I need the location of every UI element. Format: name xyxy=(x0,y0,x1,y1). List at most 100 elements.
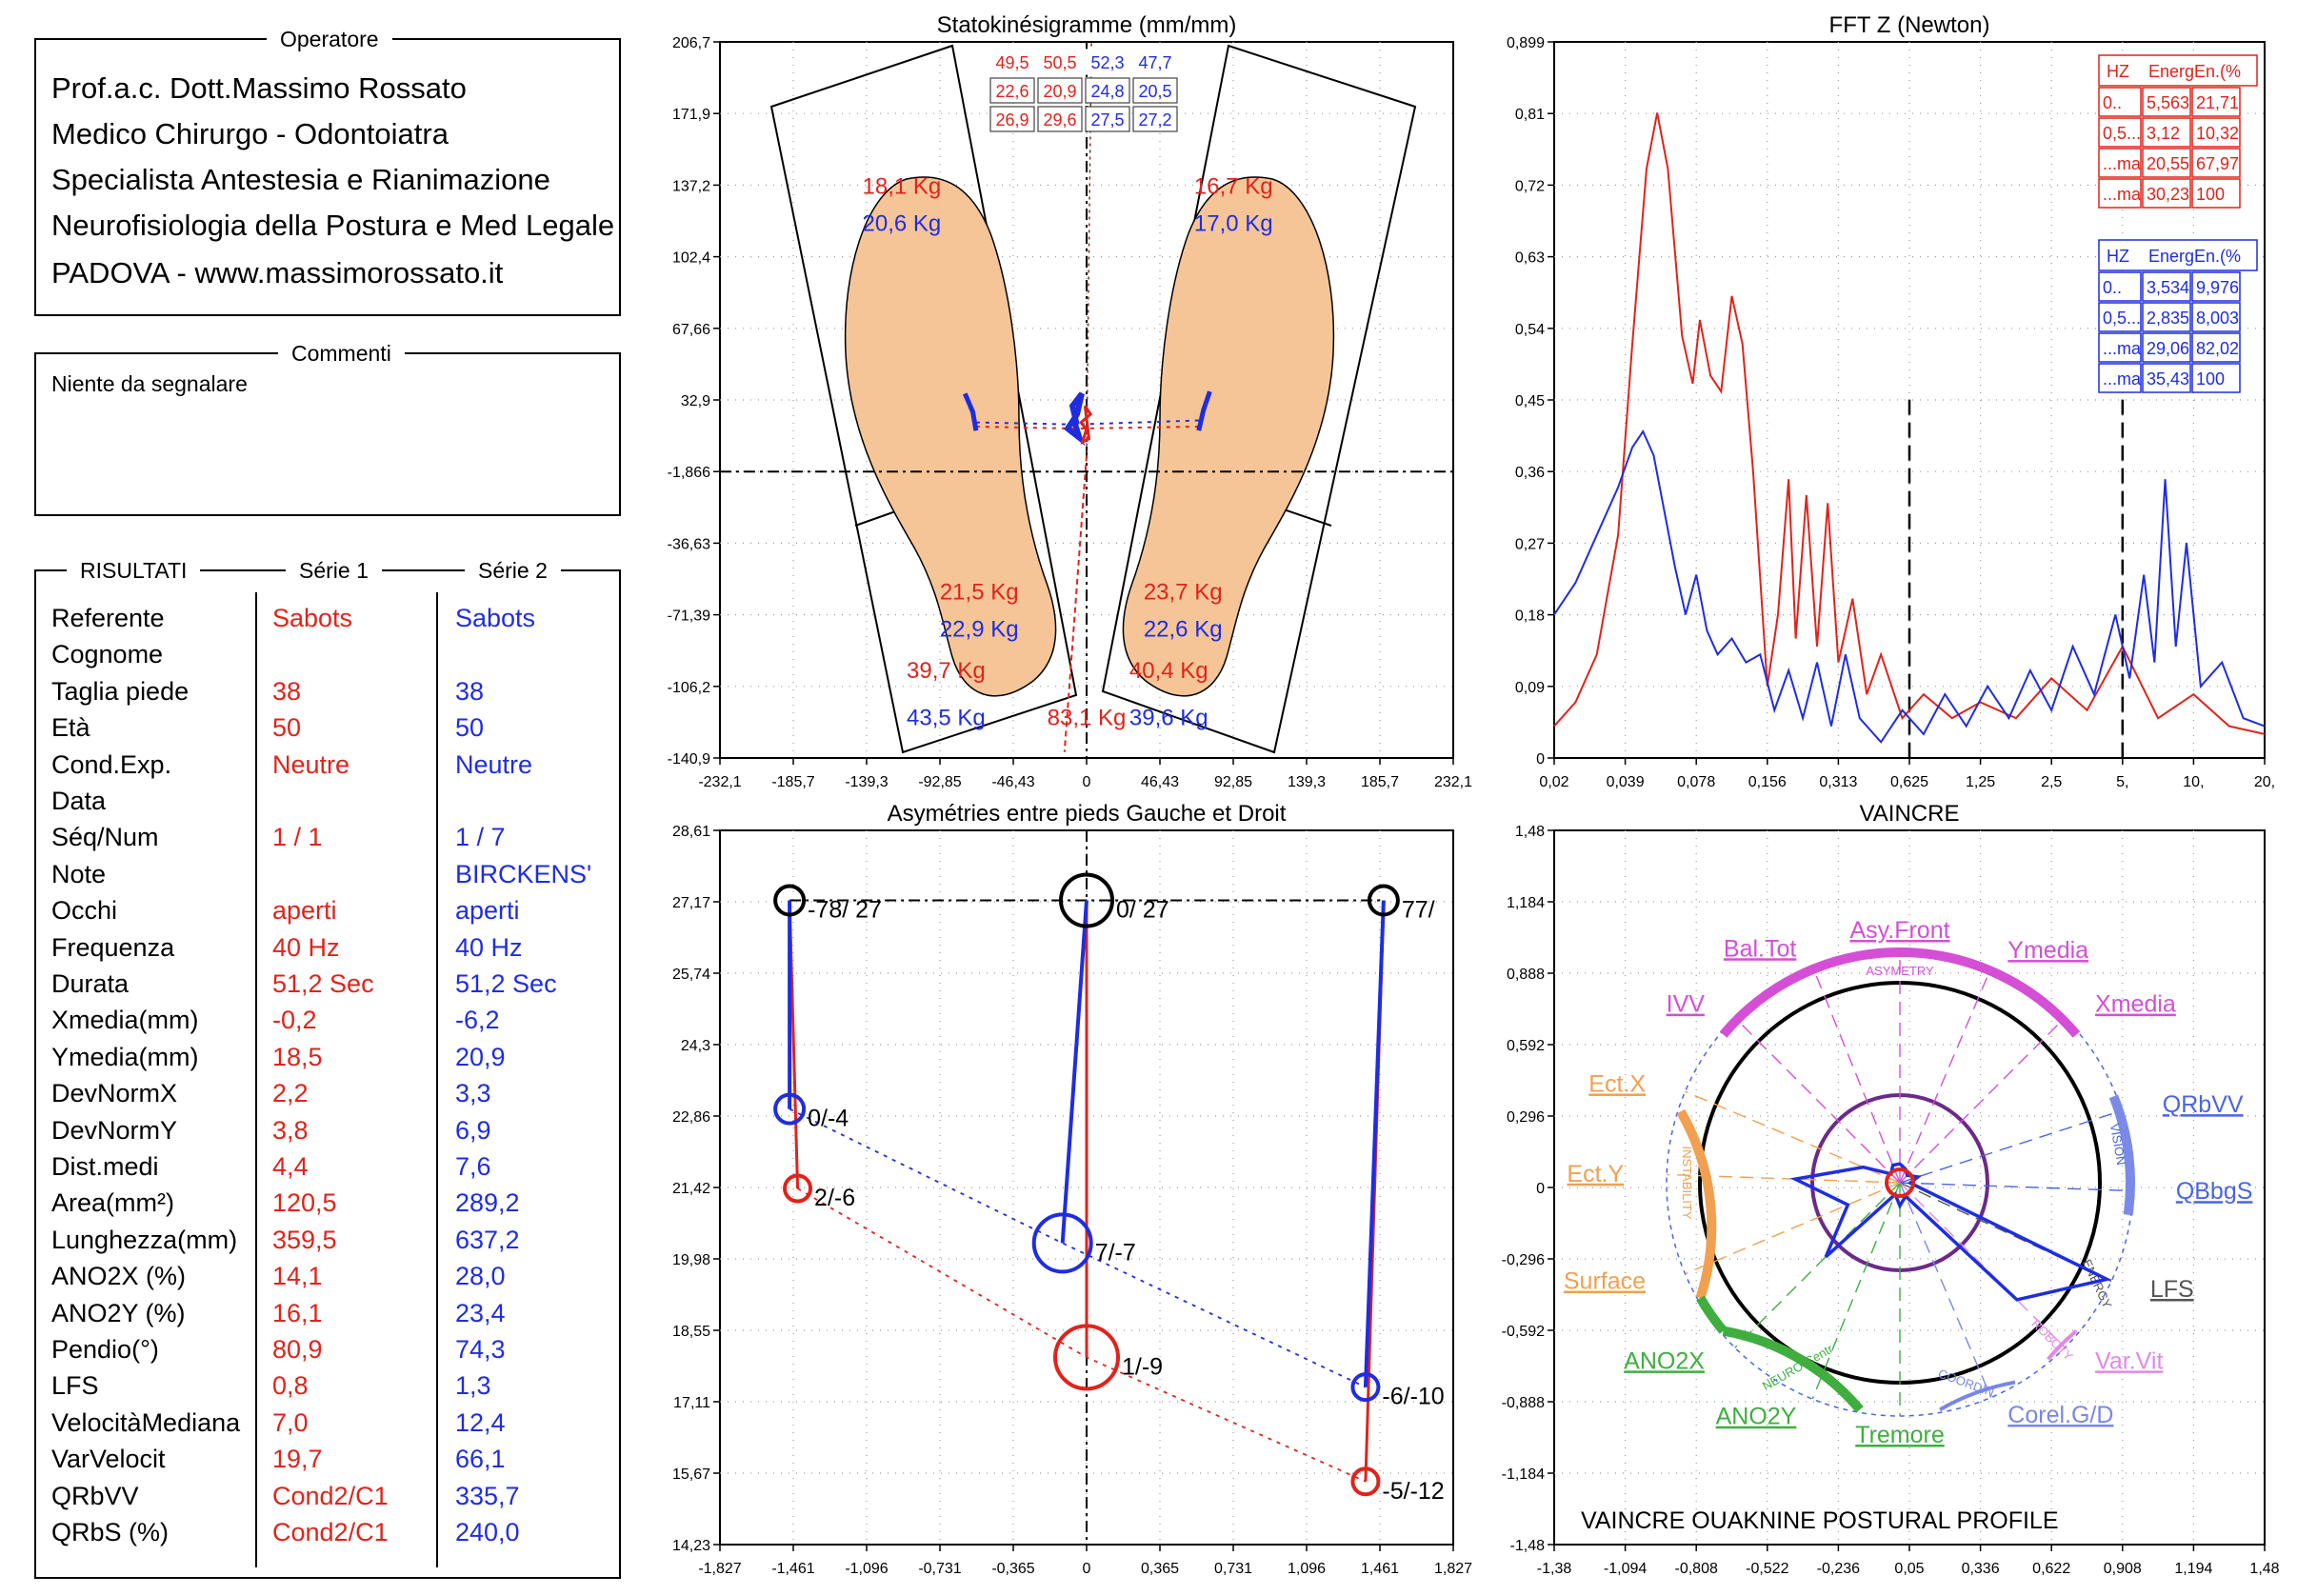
results-label: QRbVV xyxy=(51,1481,139,1510)
energy-table-cell xyxy=(2098,148,2142,178)
results-row: ANO2X (%) 14,1 28,0 xyxy=(36,1260,619,1296)
vaincre-x-tick-label: -1,094 xyxy=(1604,1561,1647,1577)
energy-table-cell xyxy=(2098,363,2142,393)
results-row: Durata 51,2 Sec 51,2 Sec xyxy=(36,968,619,1004)
vaincre-x-tick-label: -0,522 xyxy=(1746,1561,1788,1577)
asym-x-tick-label: 0,365 xyxy=(1141,1561,1179,1577)
results-series2-value: 50 xyxy=(455,713,485,743)
asym-point-label: 0/-4 xyxy=(808,1106,849,1132)
fft-y-tick-label: 0 xyxy=(1536,751,1545,768)
energy-table-header-energy: EnergEn.(% xyxy=(2148,247,2241,266)
energy-table-cell xyxy=(2142,178,2191,209)
results-label: VelocitàMediana xyxy=(51,1407,241,1437)
asym-point-label: 77/ xyxy=(1402,897,1435,924)
vaincre-y-tick-label: -0,296 xyxy=(1502,1252,1545,1268)
asym-y-tick-label: 22,86 xyxy=(672,1109,710,1126)
energy-table-cell xyxy=(2142,363,2191,393)
vaincre-chart: -1,38 -1,094 -0,808 -0,522 -0,236 0,05 0,336 0,… xyxy=(1502,801,2280,1577)
vaincre-neuro-arc xyxy=(1722,1326,1864,1413)
energy-table-value: 10,32 xyxy=(2196,124,2239,143)
results-separator-2 xyxy=(436,592,438,1567)
vaincre-asymetry-arc xyxy=(1719,948,2081,1038)
results-series2-value: 637,2 xyxy=(455,1225,520,1254)
vaincre-y-tick-label: 1,184 xyxy=(1507,895,1545,911)
results-legend: RISULTATI xyxy=(67,558,201,583)
results-series1-value: Cond2/C1 xyxy=(272,1518,389,1546)
energy-table-value: 0.. xyxy=(2103,278,2122,297)
comments-box: Commenti Niente da segnalare xyxy=(34,341,621,516)
energy-table-value: 100 xyxy=(2196,185,2225,204)
foot-weight-label: 16,7 Kg xyxy=(1194,173,1273,199)
energy-table-value: 3,534 xyxy=(2147,278,2189,297)
results-series1-value: 51,2 Sec xyxy=(272,969,374,998)
foot-weight-label: 43,5 Kg xyxy=(907,706,986,731)
results-series2-value: -6,2 xyxy=(455,1006,500,1035)
results-series2-value: 74,3 xyxy=(455,1335,506,1364)
vaincre-x-tick-label: 0,908 xyxy=(2104,1561,2142,1577)
results-label: ANO2X (%) xyxy=(51,1262,187,1291)
fft-x-tick-label: 0,625 xyxy=(1890,774,1928,790)
fft-x-tick-label: 0,078 xyxy=(1677,774,1715,790)
vaincre-y-tick-label: -1,48 xyxy=(1510,1538,1546,1554)
vaincre-axis-spoke xyxy=(1811,966,1901,1184)
asym-point-label: -6/-10 xyxy=(1382,1384,1444,1410)
energy-table-cell xyxy=(2191,332,2241,363)
results-row: ANO2Y (%) 16,1 23,4 xyxy=(36,1297,619,1333)
asym-point-marker xyxy=(1367,884,1400,917)
fft-x-tick-label: 0,313 xyxy=(1819,774,1857,790)
operator-box: Operatore Prof.a.c. Dott.Massimo Rossato… xyxy=(34,27,621,316)
asym-point-marker xyxy=(1059,872,1114,928)
operator-line-5: PADOVA - www.massimorossato.it xyxy=(51,256,504,289)
stato-series1-cop-trace xyxy=(1079,405,1093,445)
asym-y-tick-label: 24,3 xyxy=(681,1038,710,1054)
vaincre-axis-spoke xyxy=(1685,1090,1901,1184)
asym-x-tick-label: -1,461 xyxy=(771,1561,814,1577)
vaincre-axis-spoke xyxy=(1734,1017,1901,1184)
vaincre-axis-label: Ect.Y xyxy=(1567,1161,1624,1187)
asym-x-tick-label: -1,096 xyxy=(845,1561,888,1577)
results-row: Frequenza 40 Hz 40 Hz xyxy=(36,931,619,968)
vaincre-x-tick-label: -0,808 xyxy=(1675,1561,1718,1577)
energy-table-cell xyxy=(2191,117,2241,148)
results-series2-value: 3,3 xyxy=(455,1079,491,1108)
weight-table-cell xyxy=(989,106,1035,132)
vaincre-x-tick-label: 0,336 xyxy=(1962,1561,2000,1577)
energy-table-cell xyxy=(2098,271,2142,302)
energy-table-cell xyxy=(2142,148,2191,178)
weight-table-cell xyxy=(989,77,1035,104)
vaincre-axis-label: ANO2X xyxy=(1624,1347,1705,1374)
stato-y-tick-label: -140,9 xyxy=(668,751,710,768)
left-insole-outline xyxy=(769,44,1078,754)
energy-table-cell xyxy=(2191,271,2241,302)
asym-x-tick-label: -0,365 xyxy=(991,1561,1034,1577)
vaincre-axis-spoke xyxy=(1811,1182,1901,1400)
foot-weight-label: 39,6 Kg xyxy=(1129,706,1208,731)
fft-y-tick-label: 0,36 xyxy=(1515,465,1545,481)
results-series2-value: 28,0 xyxy=(455,1262,506,1291)
energy-table-value: 5,563 xyxy=(2147,93,2189,112)
energy-table-cell xyxy=(2142,302,2191,332)
weight-table-cell xyxy=(1037,77,1083,104)
vaincre-y-tick-label: -0,888 xyxy=(1502,1395,1545,1411)
asym-drop-line xyxy=(1060,900,1089,1244)
vaincre-y-tick-label: 1,48 xyxy=(1515,824,1545,840)
energy-table-cell xyxy=(2142,87,2191,117)
vaincre-y-tick-label: 0,296 xyxy=(1507,1109,1545,1126)
energy-table-header xyxy=(2098,54,2258,87)
energy-table-cell xyxy=(2098,178,2142,209)
fft-y-tick-label: 0,45 xyxy=(1515,393,1545,409)
asym-point-label: -78/ 27 xyxy=(808,897,882,924)
energy-table-value: 82,02 xyxy=(2196,339,2239,358)
vaincre-series2-profile xyxy=(1789,1162,2112,1302)
foot-weight-label: 20,6 Kg xyxy=(863,210,942,236)
energy-table-cell xyxy=(2142,332,2191,363)
energy-table-value: 30,23 xyxy=(2147,185,2189,204)
results-label: DevNormY xyxy=(51,1115,178,1145)
vaincre-axis-label: QBbgS xyxy=(2176,1178,2253,1205)
vaincre-axis-spoke xyxy=(1899,1182,1992,1398)
results-label: Area(mm²) xyxy=(51,1188,174,1218)
energy-table-value: 0,5... xyxy=(2103,309,2141,328)
fft-x-tick-label: 20, xyxy=(2254,774,2275,790)
vaincre-axis-label: Surface xyxy=(1564,1268,1646,1295)
results-series2-value: 23,4 xyxy=(455,1298,506,1327)
